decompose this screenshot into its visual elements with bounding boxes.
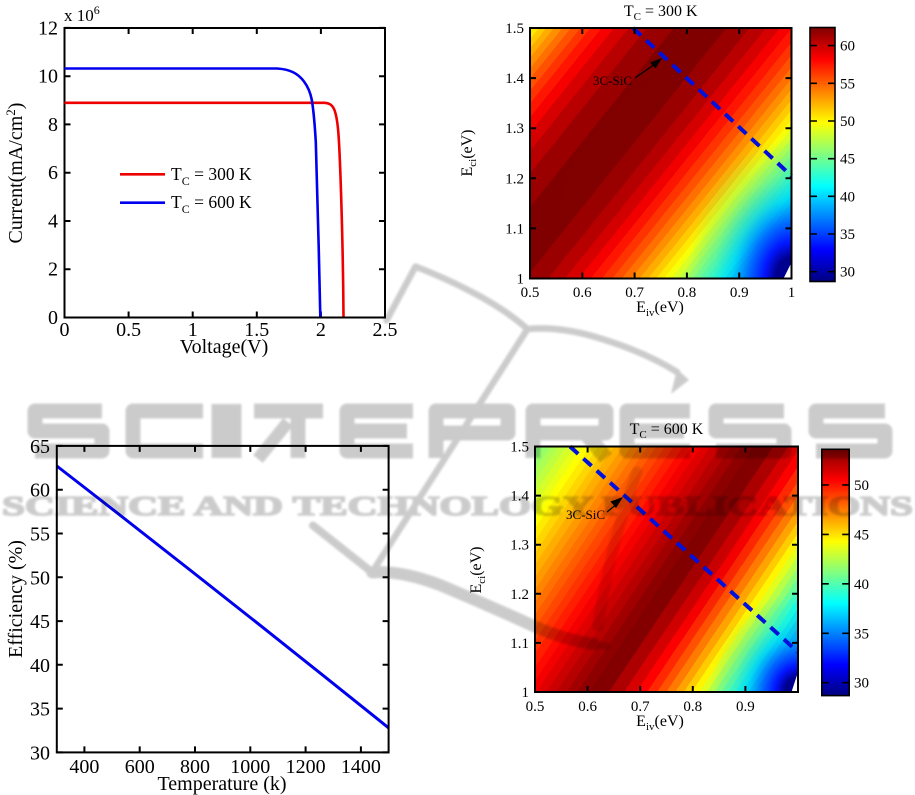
svg-text:400: 400	[69, 756, 99, 778]
svg-text:50: 50	[840, 114, 855, 130]
svg-text:0.9: 0.9	[730, 285, 749, 301]
svg-text:4: 4	[48, 211, 58, 233]
svg-text:45: 45	[854, 527, 869, 543]
svg-text:2: 2	[316, 319, 326, 341]
svg-text:1.3: 1.3	[505, 121, 524, 137]
svg-text:30: 30	[854, 676, 869, 692]
svg-text:3C-SiC: 3C-SiC	[566, 507, 605, 522]
svg-text:1: 1	[188, 319, 198, 341]
svg-text:1: 1	[517, 272, 525, 288]
svg-text:0: 0	[60, 319, 70, 341]
svg-text:35: 35	[840, 227, 855, 243]
svg-text:1400: 1400	[341, 756, 381, 778]
svg-text:1.2: 1.2	[505, 171, 524, 187]
svg-text:Temperature (k): Temperature (k)	[157, 773, 286, 795]
svg-text:0.5: 0.5	[526, 699, 545, 715]
svg-text:x 106: x 106	[64, 3, 100, 25]
svg-text:TC = 300 K: TC = 300 K	[171, 164, 252, 188]
svg-text:0.7: 0.7	[631, 699, 650, 715]
svg-text:40: 40	[30, 655, 50, 677]
svg-text:Eci(eV): Eci(eV)	[459, 129, 479, 176]
svg-text:Eiv(eV): Eiv(eV)	[636, 713, 684, 733]
svg-text:55: 55	[840, 76, 855, 92]
svg-text:2: 2	[48, 259, 58, 281]
svg-text:6: 6	[48, 162, 58, 184]
svg-text:Eci(eV): Eci(eV)	[468, 546, 488, 593]
svg-text:0.5: 0.5	[521, 285, 540, 301]
svg-text:0.9: 0.9	[736, 699, 755, 715]
svg-text:800: 800	[180, 756, 210, 778]
svg-text:0.6: 0.6	[578, 699, 597, 715]
svg-text:1.4: 1.4	[510, 489, 529, 505]
svg-text:1.2: 1.2	[510, 587, 529, 603]
svg-text:Efficiency (%): Efficiency (%)	[5, 540, 27, 658]
svg-text:35: 35	[854, 626, 869, 642]
svg-text:Current(mA/cm2): Current(mA/cm2)	[3, 103, 27, 244]
svg-text:1000: 1000	[230, 756, 270, 778]
svg-text:60: 60	[30, 480, 50, 502]
svg-text:TC = 300 K: TC = 300 K	[624, 3, 698, 23]
svg-text:1.3: 1.3	[510, 538, 529, 554]
svg-text:1.5: 1.5	[505, 21, 524, 37]
svg-text:1: 1	[522, 685, 530, 701]
svg-text:60: 60	[840, 39, 855, 55]
svg-text:8: 8	[48, 114, 58, 136]
svg-text:0.8: 0.8	[683, 699, 702, 715]
svg-text:0.6: 0.6	[573, 285, 592, 301]
svg-text:Voltage(V): Voltage(V)	[180, 336, 269, 358]
svg-text:50: 50	[30, 567, 50, 589]
svg-text:2.5: 2.5	[373, 319, 398, 341]
svg-text:1.1: 1.1	[510, 636, 529, 652]
svg-text:12: 12	[38, 17, 58, 39]
svg-text:Eiv(eV): Eiv(eV)	[636, 299, 684, 319]
svg-text:0.5: 0.5	[116, 319, 141, 341]
svg-text:55: 55	[30, 524, 50, 546]
svg-text:1.1: 1.1	[505, 221, 524, 237]
svg-text:30: 30	[840, 265, 855, 281]
svg-text:1.5: 1.5	[244, 319, 269, 341]
svg-text:10: 10	[38, 66, 58, 88]
svg-text:1: 1	[788, 285, 796, 301]
svg-text:1200: 1200	[286, 756, 326, 778]
svg-text:1.4: 1.4	[505, 71, 524, 87]
svg-text:35: 35	[30, 699, 50, 721]
svg-text:600: 600	[125, 756, 155, 778]
svg-text:45: 45	[30, 611, 50, 633]
svg-text:0: 0	[48, 307, 58, 329]
svg-text:40: 40	[854, 577, 869, 593]
svg-text:1.5: 1.5	[510, 440, 529, 456]
svg-text:50: 50	[854, 478, 869, 494]
svg-text:30: 30	[30, 742, 50, 764]
svg-text:0.7: 0.7	[625, 285, 644, 301]
svg-text:0.8: 0.8	[678, 285, 697, 301]
svg-text:3C-SiC: 3C-SiC	[593, 73, 632, 88]
svg-text:45: 45	[840, 152, 855, 168]
svg-text:40: 40	[840, 189, 855, 205]
svg-text:TC = 600 K: TC = 600 K	[171, 192, 252, 216]
svg-text:SCIENCE AND TECHNOLOGY PUBLICA: SCIENCE AND TECHNOLOGY PUBLICATIONS	[2, 491, 913, 521]
